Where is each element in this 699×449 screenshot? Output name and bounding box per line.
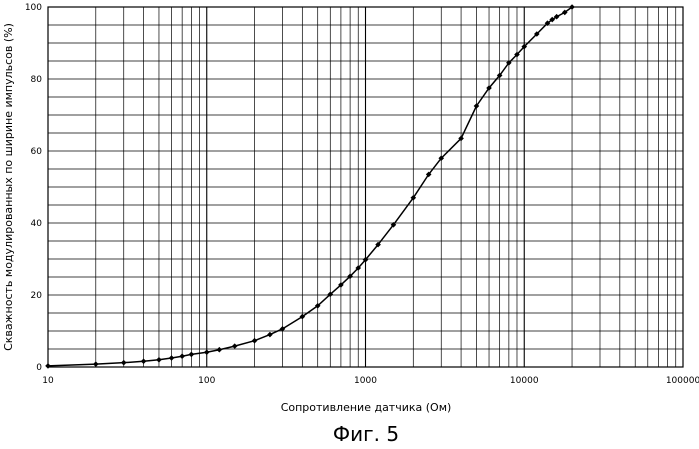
y-tick-label: 0 (36, 363, 42, 373)
data-point (569, 4, 575, 10)
data-point (45, 363, 51, 369)
x-tick-label: 1000 (354, 376, 377, 386)
data-point (496, 72, 503, 79)
data-point (410, 195, 417, 201)
y-tick-label: 60 (31, 147, 43, 157)
data-point (486, 85, 492, 91)
data-point (299, 313, 306, 320)
data-point (458, 135, 464, 142)
plot-frame (47, 6, 684, 368)
data-point (314, 303, 321, 309)
data-point (156, 357, 162, 363)
data-point (375, 241, 381, 248)
y-tick-label: 20 (31, 291, 43, 301)
grid (48, 7, 683, 367)
data-point (279, 326, 286, 332)
figure-caption: Фиг. 5 (333, 422, 399, 446)
data-point (347, 273, 353, 280)
data-point (438, 155, 445, 161)
data-point (188, 351, 195, 358)
y-tick-label: 40 (31, 219, 43, 229)
data-point (553, 13, 560, 20)
y-tick-label: 100 (25, 3, 42, 13)
data-point (92, 361, 99, 367)
data-point (267, 331, 273, 338)
data-series (45, 4, 575, 369)
data-point (521, 43, 528, 50)
data-point (179, 353, 185, 359)
data-point (168, 355, 175, 361)
data-point (534, 31, 540, 37)
data-point (544, 20, 551, 26)
data-point (251, 337, 258, 344)
data-point (549, 16, 556, 23)
data-point (473, 103, 480, 109)
data-point (203, 349, 210, 356)
tick-labels: 10 100 1000 10000 100000 0 20 40 60 80 100 (25, 3, 699, 386)
data-point (355, 265, 362, 271)
data-point (231, 343, 238, 349)
y-axis-title: Скважность модулированных по ширине импу… (2, 23, 15, 351)
x-tick-label: 100 (198, 376, 215, 386)
data-point (561, 9, 568, 16)
data-point (338, 282, 344, 288)
x-axis-title: Сопротивление датчика (Ом) (281, 401, 452, 414)
data-point (140, 358, 147, 365)
data-point (506, 60, 512, 66)
data-point (362, 256, 369, 263)
x-tick-label: 100000 (666, 376, 699, 386)
y-tick-label: 80 (31, 75, 43, 85)
x-tick-label: 10000 (510, 376, 539, 386)
data-point (514, 51, 520, 58)
data-point (327, 291, 334, 298)
data-point (425, 171, 432, 178)
data-point (390, 222, 397, 228)
data-point (216, 346, 223, 353)
data-point (120, 359, 127, 366)
x-tick-label: 10 (42, 376, 54, 386)
